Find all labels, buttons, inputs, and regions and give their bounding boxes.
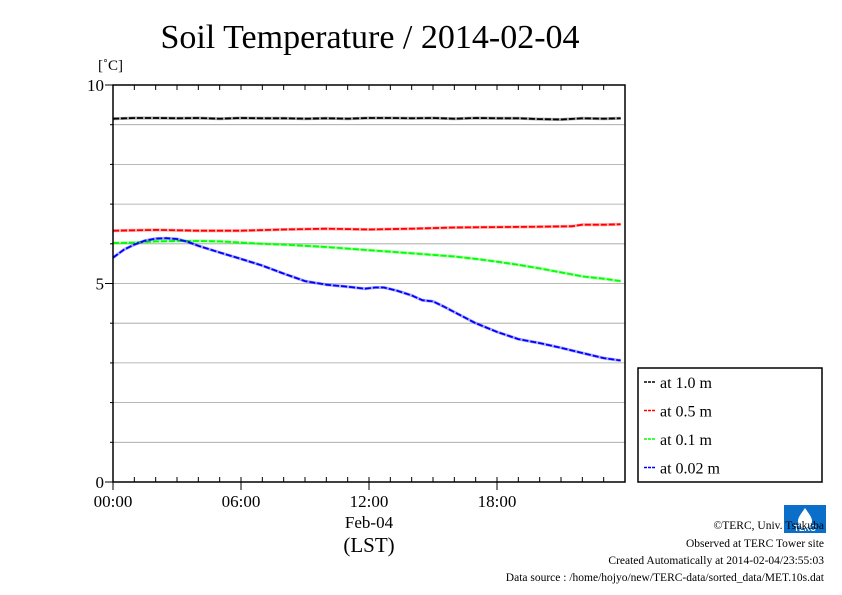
y-tick-label: 5 <box>96 275 105 294</box>
x-tick-label: 12:00 <box>350 492 389 511</box>
copyright-text: ©TERC, Univ. Tsukuba <box>713 520 824 532</box>
terc-logo: TERC <box>784 505 826 533</box>
legend-label-2: at 0.1 m <box>660 432 713 449</box>
y-tick-label: 10 <box>87 76 104 95</box>
axis-ticks: 0 5 10 00:00 06:00 12:00 18:00 <box>87 76 626 511</box>
plot-gridlines <box>113 124 625 443</box>
x-axis-date-label: Feb-04 <box>345 513 394 532</box>
series-line-3 <box>112 237 621 362</box>
plot-series-lines <box>112 116 621 362</box>
x-tick-label: 18:00 <box>478 492 517 511</box>
legend-label-3: at 0.02 m <box>660 461 721 478</box>
chart-title: Soil Temperature / 2014-02-04 <box>160 19 579 56</box>
series-line-1 <box>112 223 621 232</box>
legend: at 1.0 m at 0.5 m at 0.1 m at 0.02 m <box>637 367 823 483</box>
x-tick-label: 06:00 <box>222 492 261 511</box>
y-axis-unit-label: [˚C] <box>98 58 123 74</box>
logo-text: TERC <box>794 524 816 533</box>
legend-label-0: at 1.0 m <box>660 375 713 392</box>
y-tick-label: 0 <box>96 473 105 492</box>
observed-site-text: Observed at TERC Tower site <box>685 538 824 550</box>
series-line-0 <box>112 117 621 121</box>
legend-label-1: at 0.5 m <box>660 404 713 421</box>
logo-drop-icon <box>798 508 812 528</box>
created-timestamp-text: Created Automatically at 2014-02-04/23:5… <box>608 555 824 567</box>
data-source-text: Data source : /home/hojyo/new/TERC-data/… <box>505 572 824 584</box>
legend-frame <box>637 367 823 483</box>
x-tick-label: 00:00 <box>94 492 133 511</box>
x-axis-title: (LST) <box>343 533 394 557</box>
series-line-halo-2 <box>112 239 621 283</box>
legend-items: at 1.0 m at 0.5 m at 0.1 m at 0.02 m <box>644 375 721 478</box>
series-line-halo-3 <box>112 236 621 362</box>
series-line-2 <box>112 240 621 282</box>
